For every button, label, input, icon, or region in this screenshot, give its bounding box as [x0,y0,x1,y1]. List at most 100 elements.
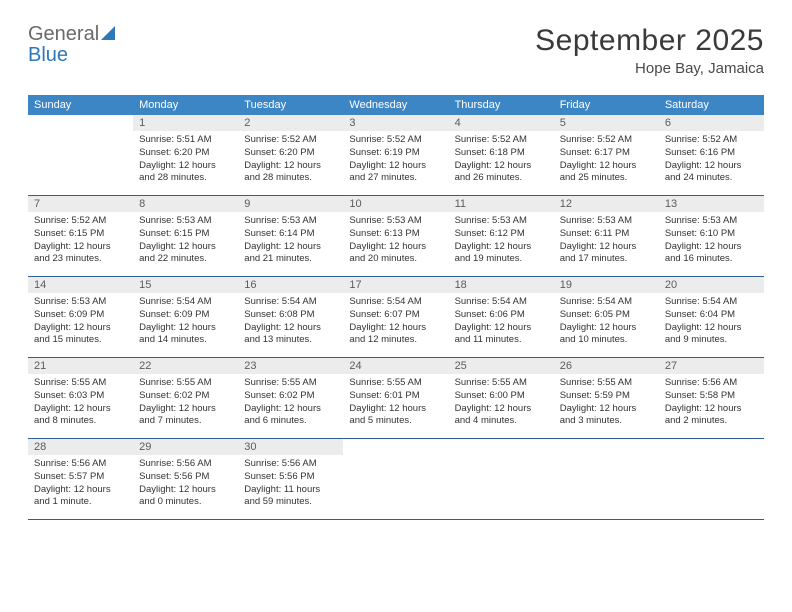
day-number: 23 [238,358,343,374]
day-content: Sunrise: 5:53 AMSunset: 6:11 PMDaylight:… [554,212,659,272]
sunrise-text: Sunrise: 5:55 AM [34,377,127,390]
sunset-text: Sunset: 6:02 PM [244,390,337,403]
sunrise-text: Sunrise: 5:52 AM [560,134,653,147]
day-cell [659,439,764,519]
day-content: Sunrise: 5:56 AMSunset: 5:56 PMDaylight:… [133,455,238,515]
daylight-text: Daylight: 12 hours and 3 minutes. [560,403,653,429]
day-content: Sunrise: 5:54 AMSunset: 6:06 PMDaylight:… [449,293,554,353]
sunset-text: Sunset: 5:56 PM [244,471,337,484]
sunrise-text: Sunrise: 5:53 AM [139,215,232,228]
week-row: 28Sunrise: 5:56 AMSunset: 5:57 PMDayligh… [28,439,764,520]
day-number: 21 [28,358,133,374]
sunrise-text: Sunrise: 5:53 AM [349,215,442,228]
day-content: Sunrise: 5:55 AMSunset: 6:03 PMDaylight:… [28,374,133,434]
daylight-text: Daylight: 12 hours and 13 minutes. [244,322,337,348]
daylight-text: Daylight: 12 hours and 0 minutes. [139,484,232,510]
sunrise-text: Sunrise: 5:52 AM [244,134,337,147]
day-content: Sunrise: 5:55 AMSunset: 6:01 PMDaylight:… [343,374,448,434]
week-row: 7Sunrise: 5:52 AMSunset: 6:15 PMDaylight… [28,196,764,277]
day-content: Sunrise: 5:52 AMSunset: 6:20 PMDaylight:… [238,131,343,191]
day-cell: 16Sunrise: 5:54 AMSunset: 6:08 PMDayligh… [238,277,343,357]
sunrise-text: Sunrise: 5:56 AM [34,458,127,471]
day-cell: 27Sunrise: 5:56 AMSunset: 5:58 PMDayligh… [659,358,764,438]
day-content: Sunrise: 5:52 AMSunset: 6:16 PMDaylight:… [659,131,764,191]
day-content: Sunrise: 5:53 AMSunset: 6:09 PMDaylight:… [28,293,133,353]
day-number: 16 [238,277,343,293]
day-content: Sunrise: 5:53 AMSunset: 6:10 PMDaylight:… [659,212,764,272]
day-cell: 4Sunrise: 5:52 AMSunset: 6:18 PMDaylight… [449,115,554,195]
day-cell: 11Sunrise: 5:53 AMSunset: 6:12 PMDayligh… [449,196,554,276]
day-cell: 8Sunrise: 5:53 AMSunset: 6:15 PMDaylight… [133,196,238,276]
day-content: Sunrise: 5:56 AMSunset: 5:56 PMDaylight:… [238,455,343,515]
day-number: 4 [449,115,554,131]
day-number: 2 [238,115,343,131]
day-cell: 3 Sunrise: 5:52 AMSunset: 6:19 PMDaylight… [343,115,448,195]
sunrise-text: Sunrise: 5:55 AM [455,377,548,390]
sunset-text: Sunset: 6:15 PM [34,228,127,241]
sunset-text: Sunset: 5:58 PM [665,390,758,403]
sunrise-text: Sunrise: 5:52 AM [34,215,127,228]
sunrise-text: Sunrise: 5:52 AM [455,134,548,147]
logo: General Blue [28,24,119,66]
sunset-text: Sunset: 5:56 PM [139,471,232,484]
day-cell: 24Sunrise: 5:55 AMSunset: 6:01 PMDayligh… [343,358,448,438]
sunset-text: Sunset: 6:04 PM [665,309,758,322]
sunset-text: Sunset: 6:10 PM [665,228,758,241]
month-title: September 2025 [535,24,764,58]
day-cell: 25Sunrise: 5:55 AMSunset: 6:00 PMDayligh… [449,358,554,438]
day-number: 14 [28,277,133,293]
sunrise-text: Sunrise: 5:53 AM [455,215,548,228]
day-cell: 10Sunrise: 5:53 AMSunset: 6:13 PMDayligh… [343,196,448,276]
day-cell: 7Sunrise: 5:52 AMSunset: 6:15 PMDaylight… [28,196,133,276]
daylight-text: Daylight: 12 hours and 20 minutes. [349,241,442,267]
sunset-text: Sunset: 6:16 PM [665,147,758,160]
day-cell: 20Sunrise: 5:54 AMSunset: 6:04 PMDayligh… [659,277,764,357]
day-cell: 1Sunrise: 5:51 AMSunset: 6:20 PMDaylight… [133,115,238,195]
day-number: 11 [449,196,554,212]
daylight-text: Daylight: 12 hours and 7 minutes. [139,403,232,429]
day-number: 3 [343,115,448,131]
sunrise-text: Sunrise: 5:52 AM [349,134,442,147]
day-content: Sunrise: 5:53 AMSunset: 6:12 PMDaylight:… [449,212,554,272]
daylight-text: Daylight: 12 hours and 10 minutes. [560,322,653,348]
day-content: Sunrise: 5:51 AMSunset: 6:20 PMDaylight:… [133,131,238,191]
day-content: Sunrise: 5:52 AMSunset: 6:17 PMDaylight:… [554,131,659,191]
day-cell: 14Sunrise: 5:53 AMSunset: 6:09 PMDayligh… [28,277,133,357]
sunrise-text: Sunrise: 5:55 AM [560,377,653,390]
weekday-thursday: Thursday [449,95,554,115]
day-cell: 6Sunrise: 5:52 AMSunset: 6:16 PMDaylight… [659,115,764,195]
day-number: 5 [554,115,659,131]
location: Hope Bay, Jamaica [535,60,764,77]
sunset-text: Sunset: 6:19 PM [349,147,442,160]
daylight-text: Daylight: 12 hours and 27 minutes. [349,160,442,186]
day-content: Sunrise: 5:52 AMSunset: 6:18 PMDaylight:… [449,131,554,191]
day-cell: 13Sunrise: 5:53 AMSunset: 6:10 PMDayligh… [659,196,764,276]
sunrise-text: Sunrise: 5:51 AM [139,134,232,147]
sunrise-text: Sunrise: 5:55 AM [349,377,442,390]
day-cell: 30Sunrise: 5:56 AMSunset: 5:56 PMDayligh… [238,439,343,519]
daylight-text: Daylight: 12 hours and 4 minutes. [455,403,548,429]
daylight-text: Daylight: 12 hours and 6 minutes. [244,403,337,429]
day-cell: 18Sunrise: 5:54 AMSunset: 6:06 PMDayligh… [449,277,554,357]
sunset-text: Sunset: 6:12 PM [455,228,548,241]
daylight-text: Daylight: 12 hours and 5 minutes. [349,403,442,429]
day-number: 17 [343,277,448,293]
weekday-saturday: Saturday [659,95,764,115]
daylight-text: Daylight: 12 hours and 17 minutes. [560,241,653,267]
sunrise-text: Sunrise: 5:54 AM [665,296,758,309]
sunrise-text: Sunrise: 5:54 AM [455,296,548,309]
daylight-text: Daylight: 12 hours and 15 minutes. [34,322,127,348]
day-cell: 9Sunrise: 5:53 AMSunset: 6:14 PMDaylight… [238,196,343,276]
daylight-text: Daylight: 12 hours and 12 minutes. [349,322,442,348]
sunrise-text: Sunrise: 5:53 AM [560,215,653,228]
day-number: 26 [554,358,659,374]
sunset-text: Sunset: 6:05 PM [560,309,653,322]
weekday-tuesday: Tuesday [238,95,343,115]
day-number: 13 [659,196,764,212]
week-row: 1Sunrise: 5:51 AMSunset: 6:20 PMDaylight… [28,115,764,196]
sunset-text: Sunset: 6:01 PM [349,390,442,403]
sunset-text: Sunset: 6:00 PM [455,390,548,403]
day-cell [554,439,659,519]
daylight-text: Daylight: 12 hours and 28 minutes. [139,160,232,186]
day-cell: 2Sunrise: 5:52 AMSunset: 6:20 PMDaylight… [238,115,343,195]
